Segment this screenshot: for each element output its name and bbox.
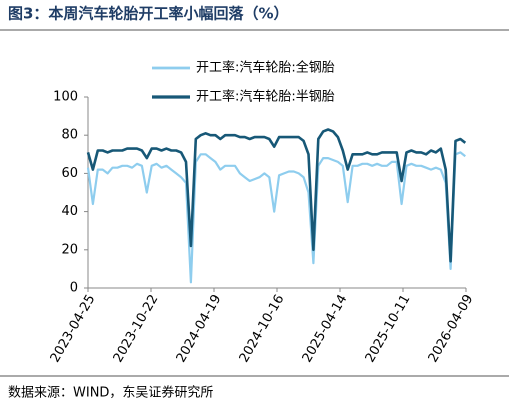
line-series bbox=[86, 128, 467, 263]
x-tick-label: 2023-04-25 bbox=[48, 292, 99, 365]
y-tick-label: 100 bbox=[53, 90, 78, 105]
y-tick-label: 20 bbox=[61, 242, 78, 257]
y-tick-label: 60 bbox=[61, 166, 78, 181]
y-tick-label: 80 bbox=[61, 128, 78, 143]
legend-label: 开工率:汽车轮胎:半钢胎 bbox=[196, 89, 335, 105]
x-tick-label: 2023-10-22 bbox=[111, 292, 162, 365]
x-tick-label: 2025-04-14 bbox=[300, 292, 351, 365]
legend-label: 开工率:汽车轮胎:全钢胎 bbox=[196, 60, 335, 76]
y-tick-label: 40 bbox=[61, 204, 78, 219]
x-tick-label: 2025-10-11 bbox=[363, 292, 414, 365]
source-note: 数据来源：WIND，东吴证券研究所 bbox=[8, 385, 213, 401]
y-tick-label: 0 bbox=[70, 281, 78, 296]
chart-title: 图3：本周汽车轮胎开工率小幅回落（%） bbox=[8, 5, 288, 23]
x-tick-label: 2024-04-19 bbox=[174, 292, 225, 365]
x-tick-label: 2026-04-09 bbox=[426, 292, 477, 365]
line-series bbox=[86, 151, 466, 284]
x-tick-label: 2024-10-16 bbox=[237, 292, 288, 365]
